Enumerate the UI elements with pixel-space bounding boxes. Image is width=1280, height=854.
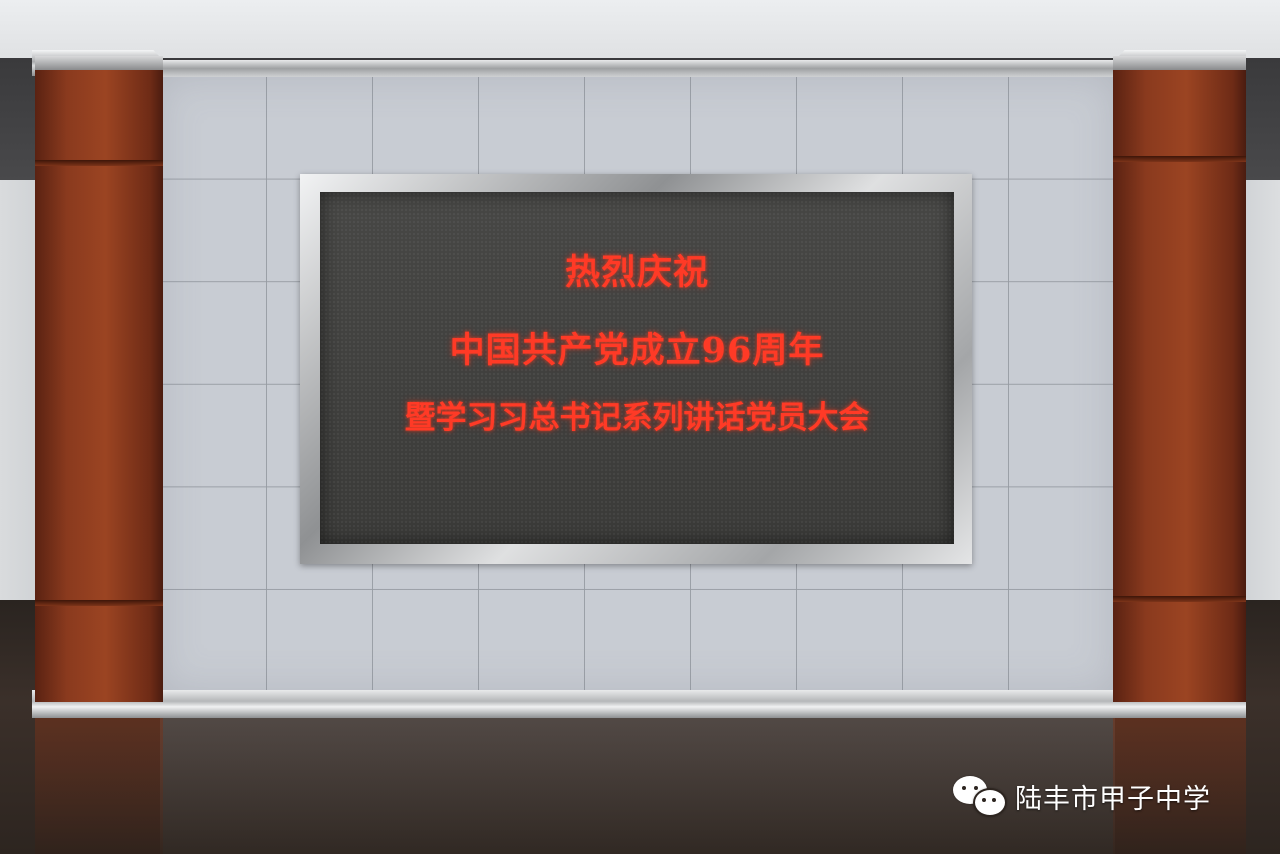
bubble-eye (962, 786, 966, 790)
bubble-eye (974, 786, 978, 790)
wechat-watermark: 陆丰市甲子中学 (953, 772, 1211, 820)
bubble-eye (992, 798, 996, 802)
pillar-reflection-right (1113, 718, 1246, 854)
pillar-reflection-left (35, 718, 163, 854)
pillar-cap (35, 56, 163, 70)
steel-trim-bottom (32, 690, 1246, 718)
steel-trim-top-bar (160, 60, 1115, 77)
screen-line-3: 暨学习习总书记系列讲话党员大会 (404, 400, 870, 436)
bubble-eye (982, 798, 986, 802)
wechat-icon (953, 774, 1007, 818)
watermark-account-name: 陆丰市甲子中学 (1015, 783, 1211, 815)
wechat-bubble-small (973, 788, 1007, 817)
led-screen-frame: 热烈庆祝 中国共产党成立96周年 暨学习习总书记系列讲话党员大会 (300, 174, 972, 564)
led-screen: 热烈庆祝 中国共产党成立96周年 暨学习习总书记系列讲话党员大会 (320, 192, 954, 544)
pillar-band (35, 160, 163, 166)
pillar-band (35, 600, 163, 606)
side-wall-right (1240, 180, 1280, 610)
pillar-band (1113, 156, 1246, 162)
wood-pillar-right (1113, 56, 1246, 702)
upper-wall (0, 0, 1280, 60)
pillar-band (1113, 596, 1246, 602)
screen-line-2: 中国共产党成立96周年 (449, 330, 825, 371)
wood-pillar-left (35, 56, 163, 702)
pillar-cap (1113, 56, 1246, 70)
side-wall-left (0, 180, 40, 600)
screen-line-1: 热烈庆祝 (564, 252, 709, 293)
